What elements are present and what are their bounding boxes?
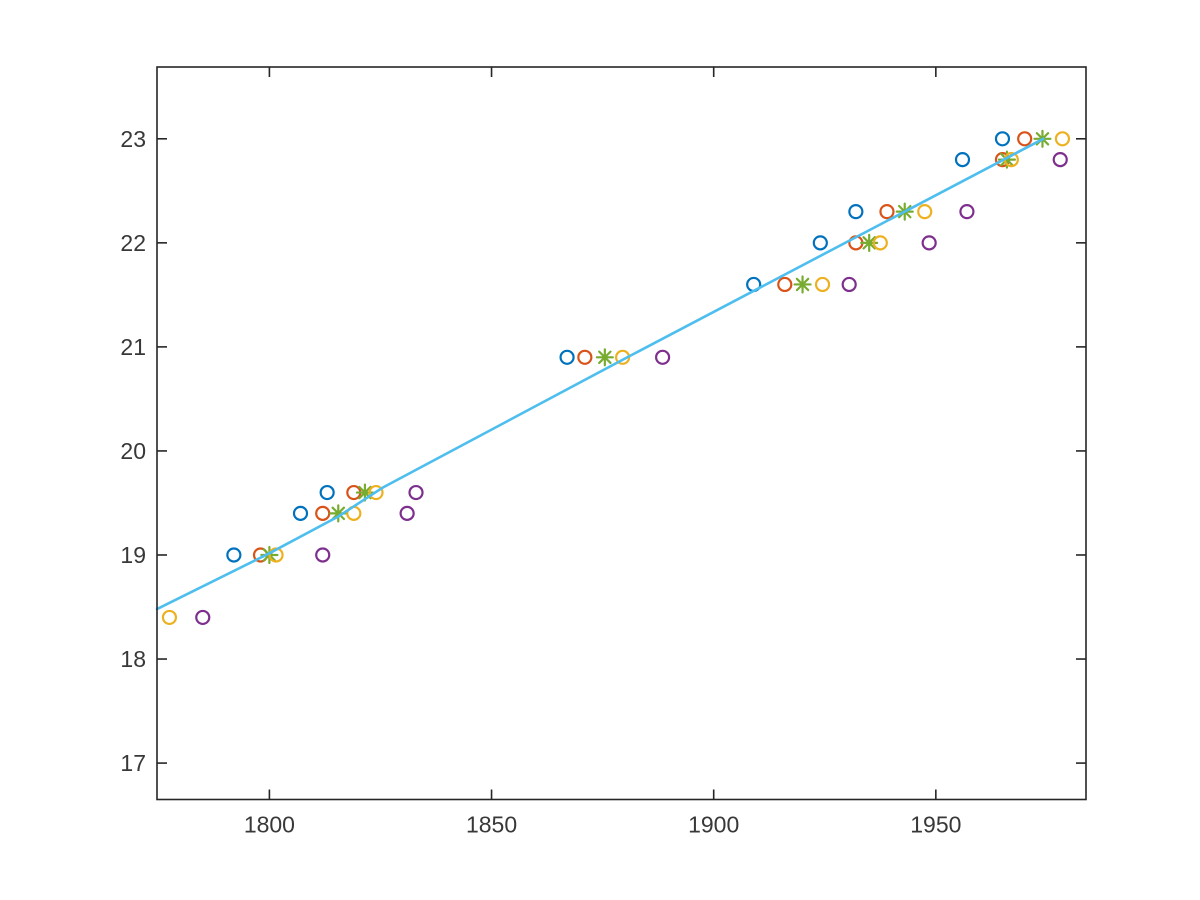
data-point-blue-circles bbox=[292, 505, 309, 521]
data-point-orange-circles bbox=[777, 276, 793, 293]
data-point-purple-circles bbox=[195, 609, 211, 626]
data-point-purple-circles bbox=[841, 276, 857, 293]
x-tick-label: 1800 bbox=[244, 812, 295, 838]
fit-line bbox=[155, 137, 1045, 611]
data-point-yellow-circles bbox=[161, 609, 178, 626]
data-point-blue-circles bbox=[319, 484, 335, 501]
data-point-purple-circles bbox=[654, 349, 671, 365]
data-point-green-asterisks bbox=[793, 275, 812, 294]
y-tick-label: 19 bbox=[120, 542, 146, 568]
y-tick-label: 23 bbox=[120, 126, 146, 152]
x-tick-label: 1850 bbox=[466, 812, 517, 838]
data-point-purple-circles bbox=[921, 235, 937, 251]
data-point-yellow-circles bbox=[917, 204, 933, 220]
y-tick-label: 17 bbox=[120, 750, 146, 776]
data-point-yellow-circles bbox=[814, 276, 831, 293]
data-point-blue-circles bbox=[559, 349, 575, 365]
data-point-orange-circles bbox=[1017, 131, 1033, 147]
y-tick-label: 20 bbox=[120, 438, 146, 464]
data-point-purple-circles bbox=[315, 547, 331, 563]
data-point-green-asterisks bbox=[860, 233, 879, 252]
data-point-yellow-circles bbox=[368, 484, 384, 501]
data-point-orange-circles bbox=[577, 349, 593, 365]
data-point-blue-circles bbox=[812, 235, 828, 251]
data-point-purple-circles bbox=[408, 484, 424, 501]
data-point-blue-circles bbox=[226, 547, 242, 563]
data-point-yellow-circles bbox=[872, 235, 888, 251]
data-point-purple-circles bbox=[399, 505, 415, 521]
y-tick-label: 22 bbox=[120, 230, 146, 256]
data-point-orange-circles bbox=[315, 505, 331, 521]
axes-box bbox=[156, 66, 1087, 801]
data-point-green-asterisks bbox=[355, 483, 375, 502]
data-point-blue-circles bbox=[848, 204, 864, 220]
data-point-green-asterisks bbox=[997, 150, 1017, 169]
x-tick-label: 1950 bbox=[910, 812, 961, 838]
data-point-yellow-circles bbox=[1054, 131, 1071, 147]
x-tick-label: 1900 bbox=[688, 812, 739, 838]
data-point-blue-circles bbox=[994, 131, 1011, 147]
y-tick-label: 18 bbox=[120, 646, 146, 672]
data-point-blue-circles bbox=[954, 152, 971, 168]
y-tick-label: 21 bbox=[120, 334, 146, 360]
data-point-orange-circles bbox=[879, 204, 895, 220]
data-point-green-asterisks bbox=[329, 504, 348, 523]
data-point-green-asterisks bbox=[595, 348, 614, 367]
data-point-purple-circles bbox=[959, 204, 975, 220]
data-point-purple-circles bbox=[1052, 152, 1068, 168]
